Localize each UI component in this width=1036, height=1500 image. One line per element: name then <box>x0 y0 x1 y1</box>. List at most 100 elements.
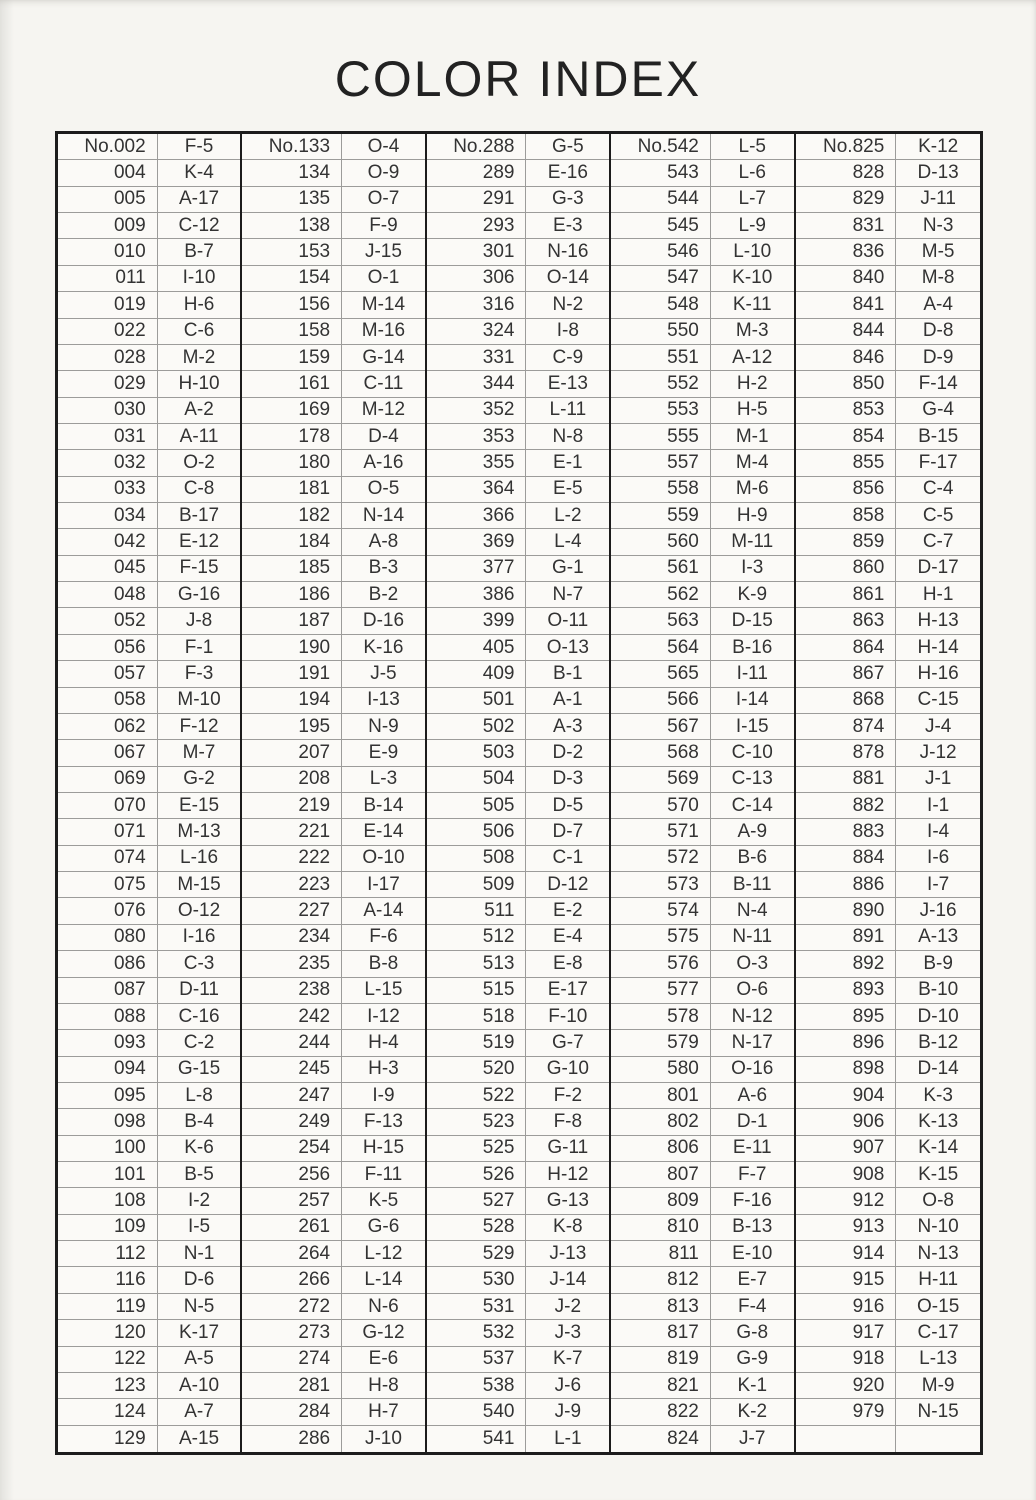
color-code-cell <box>896 1426 980 1452</box>
table-row: 273 G-12 <box>242 1320 425 1347</box>
color-code-cell: I-15 <box>735 715 769 737</box>
color-code-cell: O-7 <box>367 188 400 210</box>
color-number-cell: 859 <box>796 529 897 555</box>
color-code-cell: I-1 <box>927 794 950 816</box>
table-row: 030 A-2 <box>58 397 241 424</box>
color-code-cell: E-11 <box>732 1137 772 1159</box>
table-row: 881 J-1 <box>795 766 980 793</box>
color-number-cell: 882 <box>796 793 897 819</box>
color-code-cell: H-5 <box>736 399 768 421</box>
table-row: 557 M-4 <box>611 450 794 477</box>
color-number-cell: 100 <box>58 1135 158 1162</box>
color-code-cell: F-16 <box>732 1190 772 1212</box>
color-code-cell: K-3 <box>923 1084 953 1106</box>
table-row: 829 J-11 <box>795 186 980 214</box>
color-code-cell: N-4 <box>736 900 768 922</box>
color-code-cell: E-8 <box>553 952 583 974</box>
color-number-cell: 855 <box>796 450 897 476</box>
color-code-cell: N-15 <box>917 1400 959 1422</box>
color-code-cell: K-12 <box>918 135 959 157</box>
color-code-cell: J-10 <box>364 1427 402 1449</box>
color-number-cell: 531 <box>427 1293 527 1320</box>
table-row: 245 H-3 <box>242 1056 425 1083</box>
color-number-cell: 806 <box>611 1135 711 1162</box>
table-row: 979 N-15 <box>795 1399 980 1426</box>
color-code-cell: H-8 <box>368 1374 399 1396</box>
table-column-group-5: No.825 K-12 828 D-13 829 J-11 831 N-3 836 M-5 840 M… <box>795 134 980 1452</box>
color-number-cell: 508 <box>427 845 527 872</box>
color-code-cell: O-16 <box>731 1058 774 1080</box>
table-row: 194 I-13 <box>242 687 425 714</box>
color-number-cell: 810 <box>611 1214 711 1241</box>
color-number-cell: 574 <box>611 898 711 924</box>
color-number-cell: 284 <box>242 1399 343 1425</box>
color-code-cell: E-2 <box>553 900 583 922</box>
table-row: 913 N-10 <box>795 1214 980 1242</box>
table-row: 095 L-8 <box>58 1082 241 1110</box>
table-row: 238 L-15 <box>242 977 425 1004</box>
color-code-cell: D-3 <box>552 768 584 790</box>
color-code-cell: G-4 <box>922 399 954 421</box>
table-row: 527 G-13 <box>426 1188 610 1215</box>
table-row: 859 C-7 <box>795 529 980 556</box>
color-number-cell: 529 <box>427 1241 527 1267</box>
table-row: 169 M-12 <box>242 397 425 424</box>
color-number-cell: 915 <box>796 1267 897 1293</box>
table-row: 529 J-13 <box>426 1241 610 1268</box>
color-code-cell: M-11 <box>731 531 774 553</box>
table-row: 331 C-9 <box>426 344 610 372</box>
table-row: 178 D-4 <box>242 423 425 451</box>
table-row: 824 J-7 <box>611 1425 793 1452</box>
color-code-cell: C-2 <box>183 1031 215 1053</box>
color-number-cell: 272 <box>242 1293 343 1320</box>
table-row: 802 D-1 <box>611 1109 794 1136</box>
table-row: 855 F-17 <box>795 450 980 477</box>
color-number-cell: 878 <box>796 740 897 766</box>
table-row: 222 O-10 <box>242 845 425 873</box>
color-number-cell: 811 <box>611 1241 711 1267</box>
color-code-cell: J-6 <box>554 1374 582 1396</box>
color-number-cell: 874 <box>796 713 897 740</box>
color-code-cell: L-15 <box>364 979 403 1001</box>
color-number-cell: 540 <box>427 1399 527 1425</box>
color-number-cell: 858 <box>796 503 897 529</box>
color-number-cell: 522 <box>427 1082 527 1109</box>
color-number-cell: 509 <box>427 872 527 898</box>
table-row: 864 H-14 <box>795 634 980 662</box>
color-code-cell: N-17 <box>731 1031 773 1053</box>
table-row: 293 E-3 <box>426 213 610 240</box>
color-code-cell: M-1 <box>735 425 769 447</box>
color-number-cell: 515 <box>427 977 527 1003</box>
color-code-cell: F-14 <box>918 372 958 394</box>
table-row: 884 I-6 <box>795 845 980 873</box>
color-code-cell: H-10 <box>178 372 220 394</box>
color-number-cell: 195 <box>242 713 343 740</box>
color-number-cell: 238 <box>242 977 343 1003</box>
color-code-cell: C-1 <box>552 847 584 869</box>
color-code-cell: K-7 <box>553 1348 583 1370</box>
color-code-cell: L-6 <box>738 162 766 184</box>
table-row: 540 J-9 <box>426 1399 610 1426</box>
color-number-cell: 098 <box>58 1109 158 1135</box>
color-number-cell: 979 <box>796 1399 897 1425</box>
color-code-cell: I-9 <box>372 1084 395 1106</box>
color-code-cell: F-1 <box>184 636 214 658</box>
color-number-cell: 369 <box>427 529 527 555</box>
table-row: 550 M-3 <box>611 318 794 345</box>
color-number-cell: 580 <box>611 1056 711 1082</box>
table-row: No.542 L-5 <box>611 134 794 161</box>
table-row: 530 J-14 <box>426 1267 610 1294</box>
color-number-cell: 541 <box>427 1425 527 1452</box>
table-row: 504 D-3 <box>426 766 610 793</box>
color-code-cell: N-5 <box>183 1295 215 1317</box>
color-number-cell: 891 <box>796 924 897 951</box>
table-row: 223 I-17 <box>242 872 425 899</box>
color-code-cell: D-6 <box>183 1269 215 1291</box>
table-row: 076 O-12 <box>58 898 241 925</box>
color-number-cell: 208 <box>242 766 343 792</box>
table-row: 525 G-11 <box>426 1135 610 1163</box>
color-number-cell: 067 <box>58 740 158 766</box>
color-code-cell: N-7 <box>552 583 584 605</box>
color-number-cell: 244 <box>242 1030 343 1056</box>
color-code-cell: A-8 <box>368 531 399 553</box>
